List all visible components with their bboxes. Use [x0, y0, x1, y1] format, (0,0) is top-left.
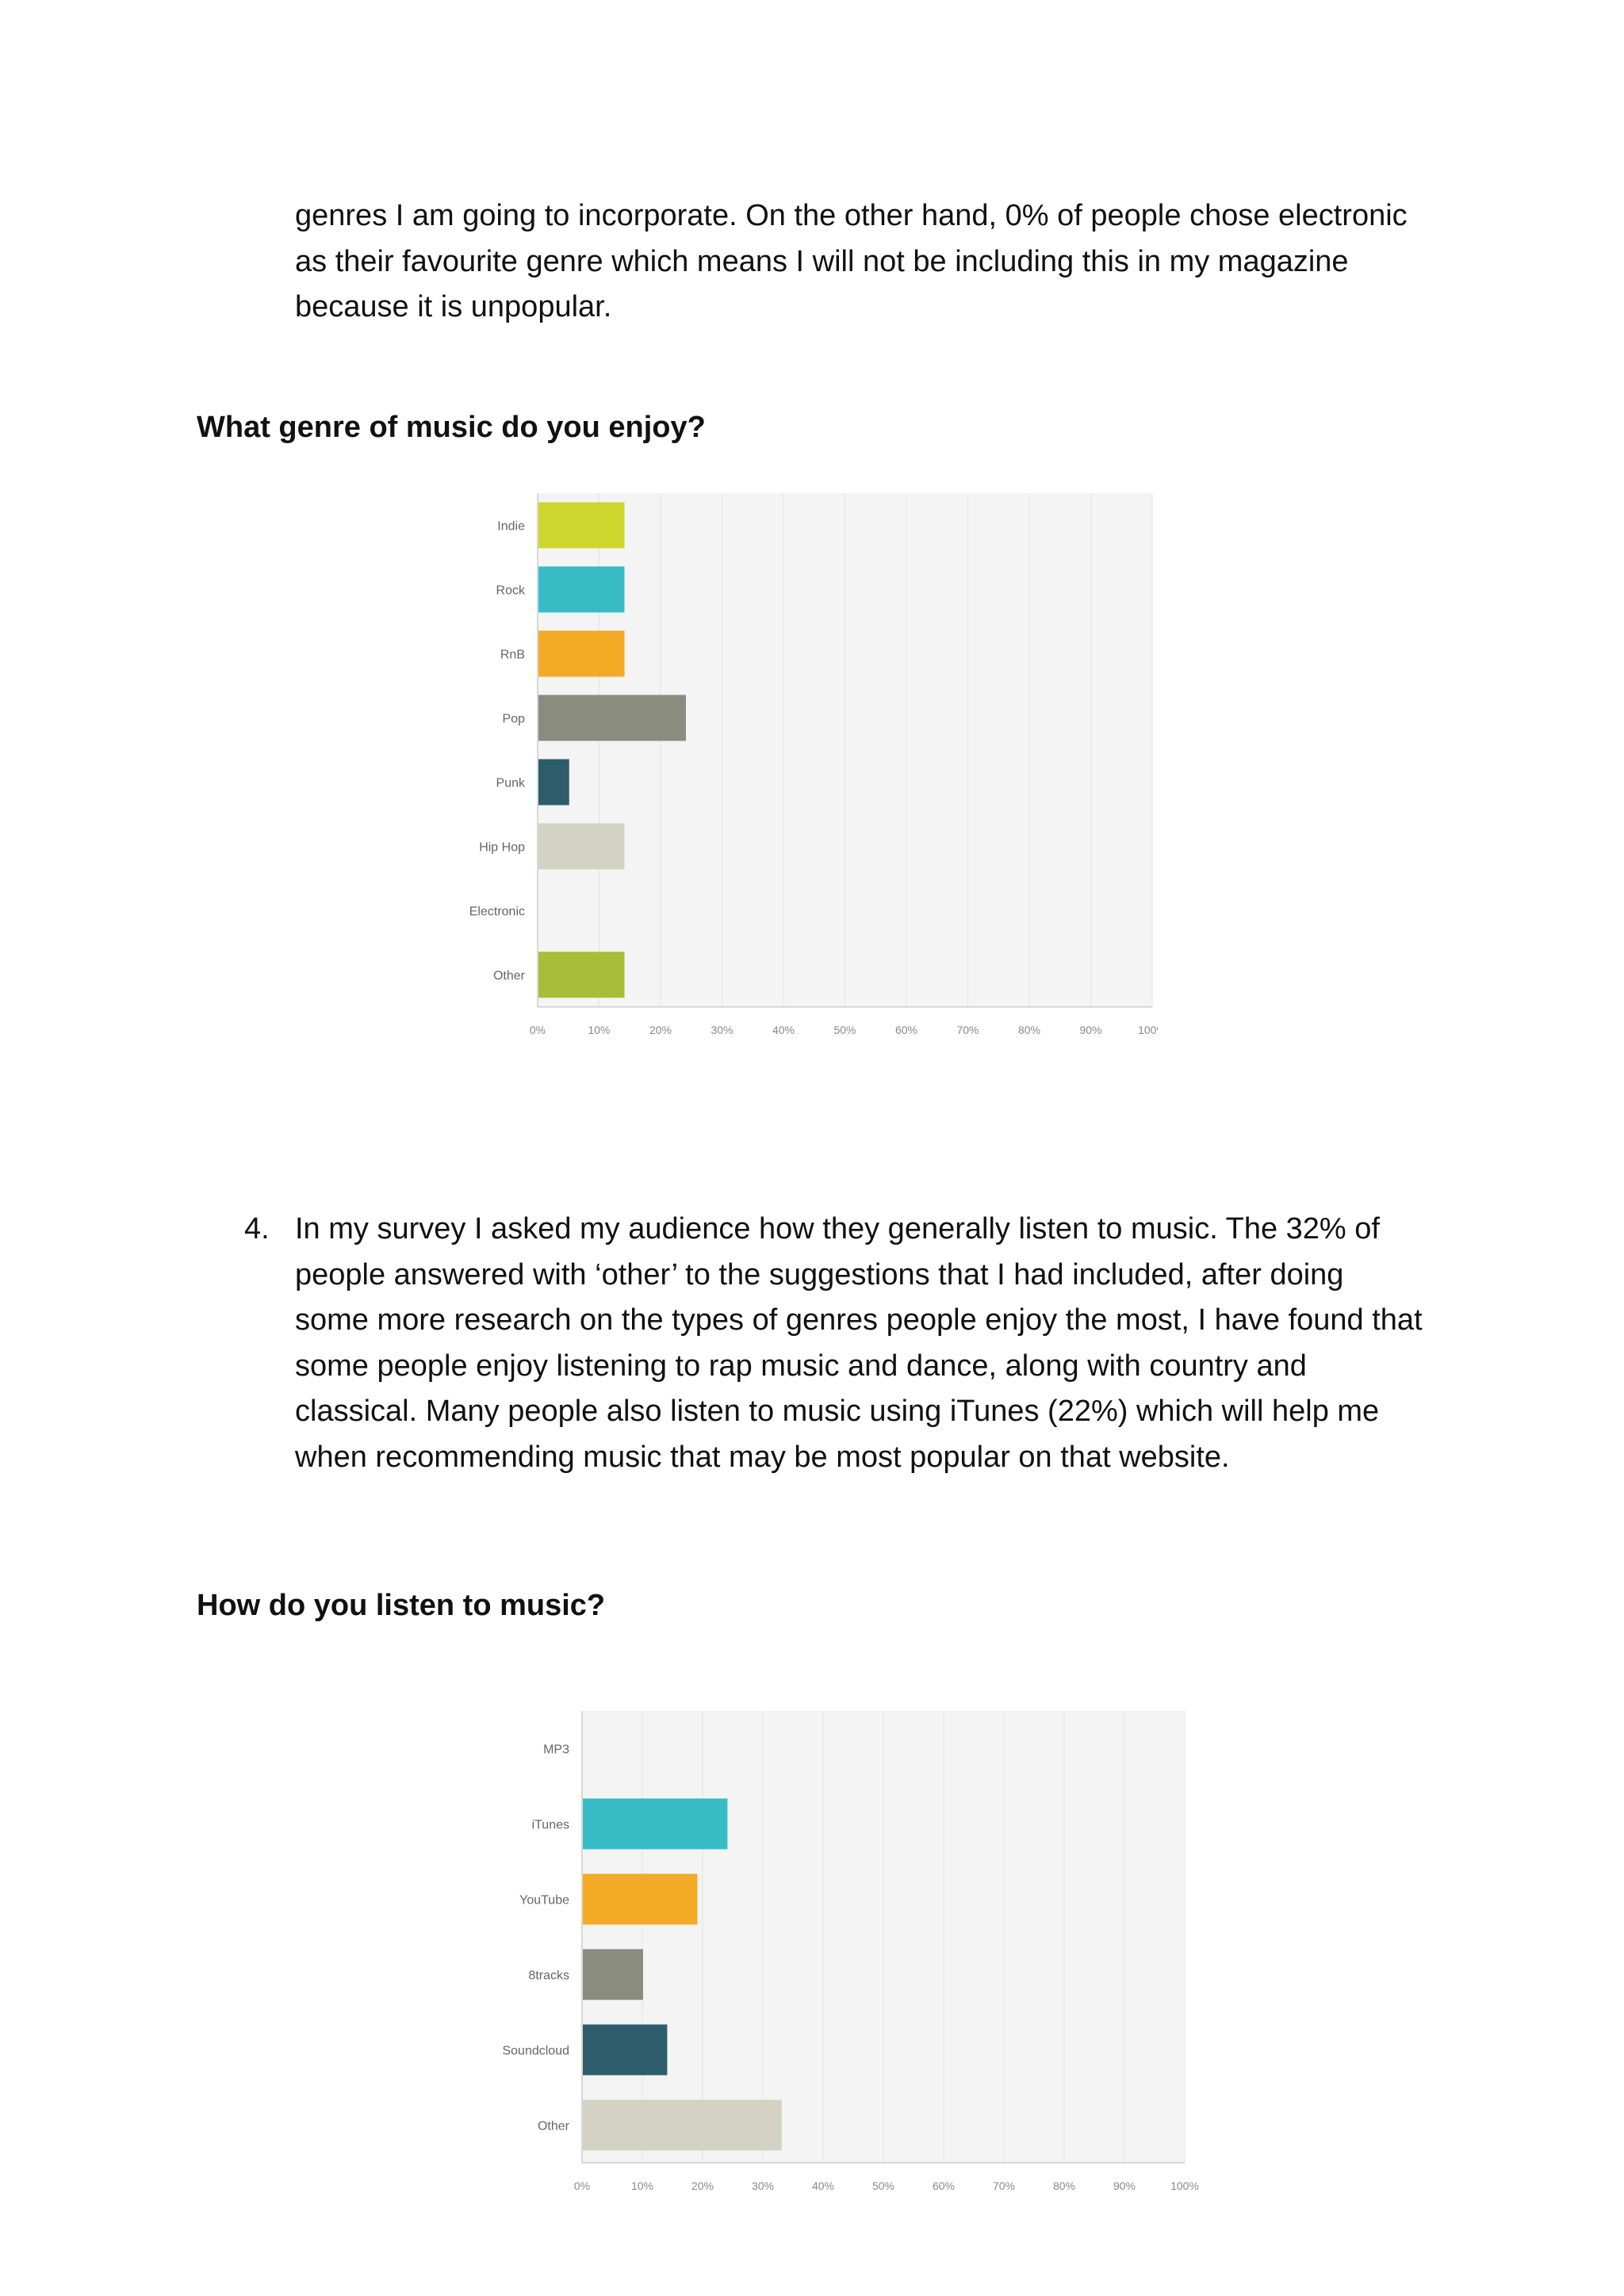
text-line: some more research on the types of genre… [295, 1303, 1423, 1337]
text-line: when recommending music that may be most… [295, 1440, 1230, 1474]
tick-label: 0% [574, 2179, 590, 2192]
category-label: YouTube [519, 1894, 569, 1908]
category-label: Hip Hop [479, 841, 525, 855]
listening-bar-chart: 0% 10% 20% 30% 40% 50% 60% 70% 80% 90% 100% MP3 iTun… [476, 1697, 1205, 2204]
category-label: Rock [496, 584, 526, 598]
tick-label: 80% [1053, 2179, 1075, 2192]
bar-hip-hop [538, 823, 625, 870]
category-label: Pop [503, 713, 526, 726]
list-number: 4. [244, 1212, 270, 1246]
text-line: In my survey I asked my audience how the… [295, 1212, 1380, 1246]
category-label: Indie [497, 520, 525, 534]
category-label: Punk [496, 777, 526, 790]
category-label: MP3 [543, 1743, 569, 1757]
tick-label: 80% [1018, 1024, 1040, 1036]
tick-label: 30% [710, 1024, 733, 1036]
category-label: Soundcloud [502, 2045, 569, 2058]
tick-label: 90% [1113, 2179, 1136, 2192]
tick-label: 70% [956, 1024, 979, 1036]
tick-label: 50% [872, 2179, 894, 2192]
bar-other [583, 2099, 782, 2151]
tick-label: 100% [1138, 1024, 1158, 1036]
tick-label: 50% [833, 1024, 856, 1036]
text-line: classical. Many people also listen to mu… [295, 1395, 1380, 1428]
tick-label: 20% [649, 1024, 672, 1036]
bar-soundcloud [583, 2024, 668, 2076]
category-label: Other [538, 2120, 570, 2133]
tick-label: 70% [993, 2179, 1015, 2192]
tick-label: 10% [631, 2179, 653, 2192]
text-line: genres I am going to incorporate. On the… [295, 199, 1408, 232]
question-genre-heading: What genre of music do you enjoy? [197, 411, 706, 444]
listening-chart-svg: 0% 10% 20% 30% 40% 50% 60% 70% 80% 90% 100% MP3 iTun… [502, 1711, 1199, 2192]
category-label: Other [493, 970, 526, 983]
tick-label: 0% [530, 1024, 546, 1036]
tick-label: 100% [1170, 2179, 1199, 2192]
category-label: 8tracks [528, 1969, 569, 1983]
point-4-paragraph: In my survey I asked my audience how the… [295, 1207, 1453, 1480]
tick-label: 60% [895, 1024, 917, 1036]
bar-punk [538, 759, 569, 806]
tick-label: 40% [772, 1024, 795, 1036]
text-line: people answered with ‘other’ to the sugg… [295, 1257, 1344, 1292]
tick-label: 10% [588, 1024, 610, 1036]
genre-bar-chart: 0% 10% 20% 30% 40% 50% 60% 70% 80% 90% 100% Indie Ro… [444, 492, 1158, 1047]
bar-indie [538, 502, 625, 549]
bar-itunes [583, 1798, 728, 1850]
bar-rock [538, 566, 625, 613]
category-label: iTunes [532, 1819, 569, 1832]
tick-label: 40% [812, 2179, 834, 2192]
tick-label: 20% [691, 2179, 714, 2192]
text-line: some people enjoy listening to rap music… [295, 1349, 1307, 1383]
text-line: as their favourite genre which means I w… [295, 244, 1349, 278]
tick-label: 60% [933, 2179, 955, 2192]
question-listen-heading: How do you listen to music? [197, 1589, 606, 1622]
tick-label: 30% [752, 2179, 774, 2192]
bar-rnb [538, 630, 625, 677]
bar-pop [538, 695, 686, 741]
category-label: RnB [500, 649, 525, 662]
category-label: Electronic [469, 905, 525, 919]
tick-label: 90% [1079, 1024, 1101, 1036]
intro-paragraph: genres I am going to incorporate. On the… [295, 193, 1453, 331]
bar-8tracks [583, 1949, 643, 2000]
text-line: because it is unpopular. [295, 290, 612, 323]
bar-youtube [583, 1873, 698, 1925]
genre-chart-svg: 0% 10% 20% 30% 40% 50% 60% 70% 80% 90% 100% Indie Ro… [469, 493, 1158, 1036]
bar-other [538, 951, 625, 998]
